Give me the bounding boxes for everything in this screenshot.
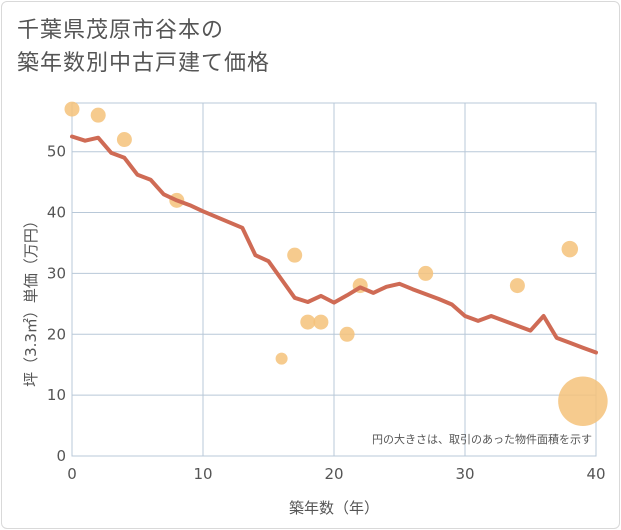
data-point	[116, 132, 132, 148]
data-point	[561, 240, 579, 258]
y-tick-label: 0	[56, 447, 66, 465]
x-tick-label: 40	[586, 465, 605, 483]
x-tick-label: 30	[455, 465, 474, 483]
x-tick-label: 20	[324, 465, 343, 483]
data-point	[90, 107, 106, 123]
chart-title-line1: 千葉県茂原市谷本の	[17, 18, 225, 43]
data-point	[509, 278, 525, 294]
x-tick-label: 10	[193, 465, 212, 483]
trend-line-group	[70, 134, 598, 355]
data-point	[300, 314, 316, 330]
chart-title-line2: 築年数別中古戸建て価格	[17, 51, 271, 76]
data-point	[275, 352, 288, 365]
size-legend-note: 円の大きさは、取引のあった物件面積を示す	[372, 432, 592, 446]
data-point	[313, 314, 329, 330]
y-tick-label: 10	[47, 386, 66, 404]
y-tick-label: 30	[47, 264, 66, 282]
chart-title: 千葉県茂原市谷本の 築年数別中古戸建て価格	[17, 14, 270, 80]
trend-line	[70, 134, 598, 355]
y-tick-label: 20	[47, 325, 66, 343]
data-point	[558, 376, 608, 426]
x-axis-title: 築年数（年）	[289, 499, 379, 517]
tick-labels: 0 10 20 30 40 0 10 20 30 40 50	[47, 143, 606, 483]
data-point	[418, 265, 434, 281]
x-tick-label: 0	[67, 465, 77, 483]
grid-lines	[72, 103, 596, 456]
data-point	[339, 326, 355, 342]
y-tick-label: 50	[47, 143, 66, 161]
y-axis-title: 坪（3.3㎡）単価（万円）	[22, 213, 40, 387]
y-tick-label: 40	[47, 204, 66, 222]
data-point	[287, 247, 303, 263]
data-point	[64, 101, 80, 117]
